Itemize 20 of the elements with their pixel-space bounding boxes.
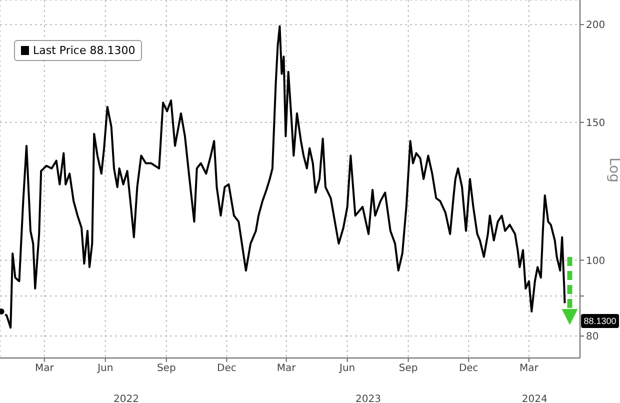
y-tick-label: 200 (586, 20, 606, 32)
x-tick-label: Jun (96, 363, 114, 374)
x-tick-label: Dec (458, 363, 478, 374)
legend-label: Last Price 88.1300 (33, 44, 136, 57)
text: 2024 (522, 394, 548, 403)
x-tick-label: Sep (398, 363, 418, 374)
annotation: 88.1300 (584, 316, 616, 326)
x-tick-label: Jun (338, 363, 356, 374)
y-tick-label: 150 (586, 118, 606, 129)
x-tick-label: Sep (156, 363, 176, 374)
x-tick-label: Dec (217, 363, 236, 374)
x-tick-label: Mar (276, 363, 297, 374)
x-tick-label: Mar (520, 363, 540, 374)
line-series (0, 25, 566, 329)
text: 2022 (114, 394, 139, 403)
x-tick-label: Mar (34, 363, 55, 374)
text: 2023 (355, 394, 381, 403)
y-tick-label: 80 (586, 332, 599, 343)
y-axis-title: Log (606, 157, 620, 183)
y-tick-label: 100 (586, 256, 606, 267)
